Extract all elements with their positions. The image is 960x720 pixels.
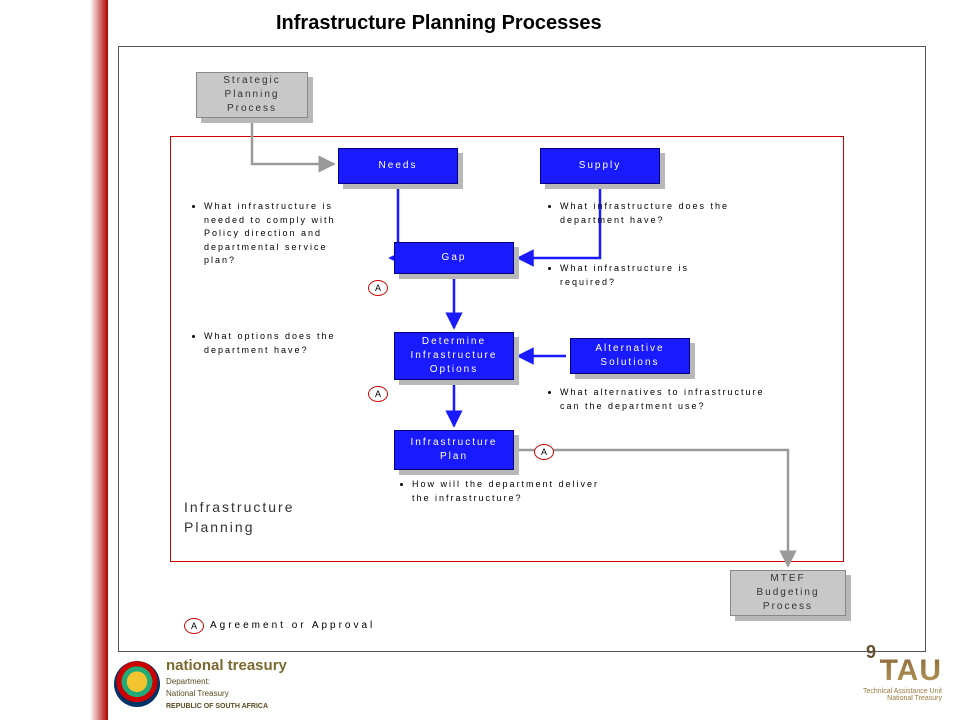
flow-box-strategic: StrategicPlanningProcess [196,72,308,118]
tau-line2: National Treasury [863,695,942,702]
accent-bar [90,0,108,720]
legend-text: Agreement or Approval [210,620,375,631]
annotation-n4: What options does the department have? [192,330,372,357]
flow-box-gap: Gap [394,242,514,274]
footer-dept2: National Treasury [166,689,229,698]
flow-box-infraplan: InfrastructurePlan [394,430,514,470]
tau-acronym: TAU [863,654,942,688]
footer-brand: national treasury [166,657,287,674]
page-title: Infrastructure Planning Processes [276,12,602,35]
flow-box-supply: Supply [540,148,660,184]
approval-marker: A [368,386,388,402]
approval-marker: A [368,280,388,296]
annotation-n6: How will the department deliver the infr… [400,478,600,505]
coat-of-arms-icon [114,661,160,707]
flow-box-needs: Needs [338,148,458,184]
footer-tau-logo: TAU Technical Assistance Unit National T… [863,654,942,702]
section-label: InfrastructurePlanning [184,498,294,537]
flow-box-mtef: MTEFBudgetingProcess [730,570,846,616]
footer-dept: Department: [166,677,210,686]
flow-box-altsol: AlternativeSolutions [570,338,690,374]
footer-nt-logo: national treasury Department: National T… [114,658,287,711]
footer-nt-text: national treasury Department: National T… [166,658,287,711]
annotation-n5: What alternatives to infrastructure can … [548,386,768,413]
flow-box-determine: DetermineInfrastructureOptions [394,332,514,380]
approval-marker: A [534,444,554,460]
annotation-n3: What infrastructure is required? [548,262,748,289]
annotation-n2: What infrastructure does the department … [548,200,748,227]
tau-line1: Technical Assistance Unit [863,688,942,695]
slide: Infrastructure Planning Processes A A A … [0,0,960,720]
annotation-n1: What infrastructure is needed to comply … [192,200,352,268]
legend-marker: A [184,618,204,634]
footer-country: REPUBLIC OF SOUTH AFRICA [166,703,268,710]
